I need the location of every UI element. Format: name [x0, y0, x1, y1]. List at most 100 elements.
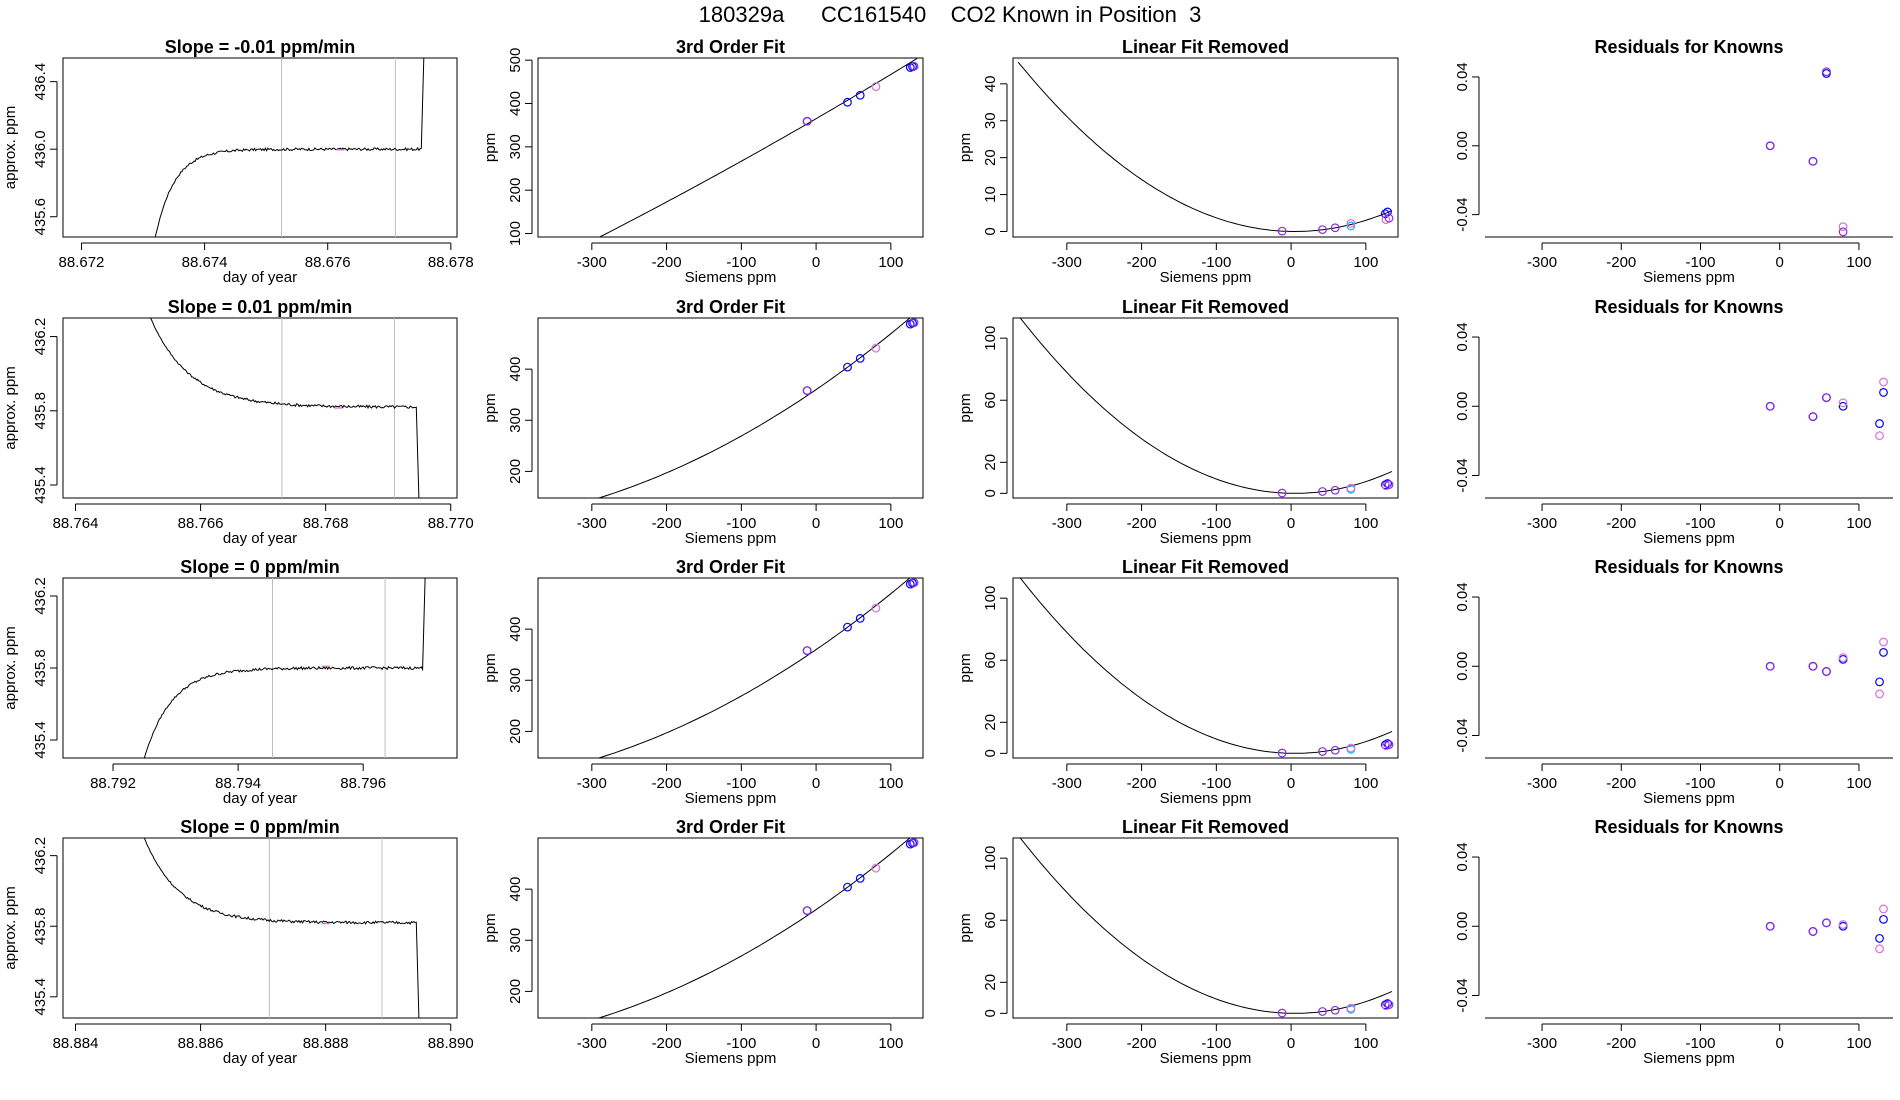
- plot-area: [1765, 637, 1888, 699]
- data-point: [1838, 398, 1848, 408]
- data-point: [1318, 487, 1327, 496]
- x-axis-label: Siemens ppm: [1643, 530, 1735, 547]
- concentration-trace: [154, 58, 425, 237]
- data-point: [1383, 999, 1392, 1008]
- plot-frame: [1012, 837, 1399, 1019]
- x-axis-label: Siemens ppm: [1643, 790, 1735, 807]
- x-tick-label: 0: [812, 515, 820, 532]
- data-point: [802, 646, 812, 656]
- x-tick-label: -300: [1052, 1035, 1082, 1052]
- plot-area: [1019, 318, 1394, 498]
- x-tick-label: -200: [1606, 1035, 1636, 1052]
- y-axis-label: ppm: [482, 653, 499, 682]
- y-axis-label: ppm: [957, 913, 974, 942]
- x-tick-label: -300: [577, 1035, 607, 1052]
- panel-title: 3rd Order Fit: [676, 37, 785, 57]
- data-point: [843, 362, 852, 372]
- x-tick-label: 100: [878, 515, 903, 532]
- panel-title: Linear Fit Removed: [1122, 557, 1289, 577]
- data-point: [1808, 661, 1818, 671]
- data-point: [1808, 412, 1818, 422]
- fit-curve: [1017, 61, 1393, 232]
- x-tick-label: 88.768: [303, 515, 349, 532]
- x-tick-label: -300: [1527, 1035, 1557, 1052]
- data-point: [1765, 921, 1775, 931]
- data-point: [909, 61, 919, 71]
- y-tick-label: 0.00: [1454, 392, 1471, 421]
- x-axis-label: day of year: [223, 269, 297, 286]
- x-axis-label: day of year: [223, 1050, 297, 1067]
- data-point: [1330, 485, 1340, 495]
- data-point: [1383, 479, 1392, 488]
- page-title: 180329a CC161540 CO2 Known in Position 3: [0, 2, 1900, 28]
- panel-timeseries-2: Slope = 0 ppm/min 88.792 88.794 88.796 day o…: [2, 557, 458, 807]
- y-tick-label: 435.4: [32, 721, 49, 759]
- data-point: [871, 343, 881, 353]
- panel-fit-2: 3rd Order Fit -300 -200 -100 0 100 Siemens ppm…: [482, 557, 924, 807]
- y-tick-label: 100: [507, 221, 524, 246]
- data-point: [802, 386, 812, 396]
- y-tick-label: -0.04: [1454, 718, 1471, 752]
- x-tick-label: 100: [878, 775, 903, 792]
- data-point: [1838, 920, 1848, 929]
- panel-residuals-3: Residuals for Knowns -300 -200 -100 0 100 Siem…: [1454, 817, 1893, 1067]
- run-id: 180329a: [698, 2, 785, 27]
- panel-timeseries-0: Slope = -0.01 ppm/min 88.672 88.674 88.676 8…: [2, 37, 474, 286]
- y-tick-label: 436.0: [32, 130, 49, 168]
- data-point: [871, 82, 881, 92]
- plot-area: [143, 578, 426, 758]
- y-tick-label: 0.04: [1454, 842, 1471, 871]
- x-tick-label: 88.888: [303, 1035, 349, 1052]
- data-point: [855, 873, 865, 883]
- panel-title: Linear Fit Removed: [1122, 37, 1289, 57]
- x-tick-label: -200: [652, 1035, 682, 1052]
- data-point: [843, 97, 852, 107]
- x-axis-label: day of year: [223, 790, 297, 807]
- x-axis-label: Siemens ppm: [1160, 530, 1252, 547]
- plot-area: [597, 838, 919, 1018]
- y-tick-label: 435.6: [32, 198, 49, 236]
- x-tick-label: -300: [1052, 254, 1082, 271]
- y-tick-label: 100: [982, 586, 999, 611]
- panel-title: Residuals for Knowns: [1594, 37, 1783, 57]
- y-tick-label: 400: [507, 357, 524, 382]
- concentration-trace: [150, 318, 420, 498]
- data-point: [1879, 914, 1888, 924]
- y-tick-label: 436.2: [32, 837, 49, 875]
- x-tick-label: 0: [812, 254, 820, 271]
- y-tick-label: 60: [982, 652, 999, 669]
- x-tick-label: -300: [1527, 775, 1557, 792]
- cylinder-id: CC161540: [821, 2, 927, 27]
- x-tick-label: 100: [1846, 775, 1871, 792]
- data-point: [1822, 393, 1831, 403]
- y-tick-label: 300: [507, 668, 524, 693]
- data-point: [855, 613, 865, 623]
- x-tick-label: 100: [1353, 1035, 1378, 1052]
- x-tick-label: -100: [726, 254, 756, 271]
- x-tick-label: 88.884: [53, 1035, 99, 1052]
- x-axis-label: Siemens ppm: [685, 1050, 777, 1067]
- x-tick-label: 0: [1287, 1035, 1295, 1052]
- x-tick-label: -300: [577, 254, 607, 271]
- data-point: [1346, 221, 1356, 231]
- data-point: [1879, 904, 1888, 914]
- x-tick-label: 0: [1776, 1035, 1784, 1052]
- x-tick-label: -300: [1052, 515, 1082, 532]
- y-tick-label: 100: [982, 326, 999, 351]
- y-tick-label: 40: [982, 75, 999, 92]
- x-tick-label: 88.886: [178, 1035, 224, 1052]
- y-tick-label: 300: [507, 408, 524, 433]
- panel-title: 3rd Order Fit: [676, 297, 785, 317]
- x-tick-label: -100: [1685, 254, 1715, 271]
- plot-frame: [1012, 57, 1399, 238]
- plot-frame: [62, 577, 458, 759]
- x-tick-label: 0: [1776, 515, 1784, 532]
- data-point: [1822, 918, 1831, 928]
- y-tick-label: 20: [982, 454, 999, 471]
- y-tick-label: 60: [982, 912, 999, 929]
- panel-timeseries-1: Slope = 0.01 ppm/min 88.764 88.766 88.768 88…: [2, 297, 474, 547]
- data-point: [909, 838, 919, 848]
- panel-title: Residuals for Knowns: [1594, 817, 1783, 837]
- x-axis-label: Siemens ppm: [685, 269, 777, 286]
- y-tick-label: 435.4: [32, 466, 49, 504]
